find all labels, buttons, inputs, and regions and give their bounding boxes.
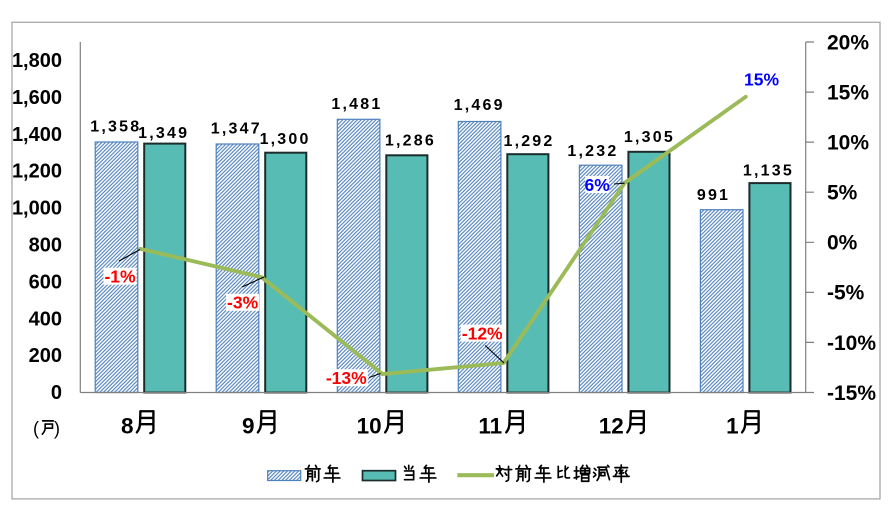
svg-text:0: 0: [51, 382, 62, 404]
svg-text:1,305: 1,305: [624, 129, 675, 146]
svg-text:1,800: 1,800: [12, 50, 62, 72]
svg-text:1,600: 1,600: [12, 87, 62, 109]
svg-text:800: 800: [29, 235, 62, 257]
svg-text:1,349: 1,349: [138, 125, 189, 142]
svg-text:1,347: 1,347: [211, 121, 262, 138]
svg-text:1,232: 1,232: [567, 143, 618, 160]
svg-text:-15%: -15%: [827, 382, 876, 405]
svg-text:5%: 5%: [827, 182, 858, 205]
svg-text:): ): [54, 419, 60, 439]
svg-text:1,286: 1,286: [385, 132, 436, 149]
svg-text:1,135: 1,135: [743, 163, 794, 180]
svg-text:1: 1: [726, 414, 739, 439]
svg-text:1,000: 1,000: [12, 198, 62, 220]
svg-text:10%: 10%: [827, 132, 869, 155]
svg-text:20%: 20%: [827, 31, 869, 54]
svg-text:-3%: -3%: [227, 293, 259, 313]
svg-text:0%: 0%: [827, 232, 858, 255]
svg-text:1,292: 1,292: [503, 133, 554, 150]
svg-text:-10%: -10%: [827, 332, 876, 355]
svg-text:1,469: 1,469: [454, 97, 505, 114]
svg-text:200: 200: [29, 345, 62, 367]
svg-text:9: 9: [242, 414, 255, 439]
svg-text:10: 10: [357, 414, 382, 439]
svg-text:(: (: [33, 419, 39, 439]
svg-text:1,200: 1,200: [12, 161, 62, 183]
svg-text:1,400: 1,400: [12, 124, 62, 146]
svg-text:8: 8: [121, 414, 134, 439]
svg-text:-5%: -5%: [827, 282, 865, 305]
svg-text:600: 600: [29, 271, 62, 293]
svg-text:6%: 6%: [585, 175, 611, 195]
svg-text:1,300: 1,300: [260, 131, 311, 148]
svg-text:1,481: 1,481: [331, 96, 382, 113]
svg-text:15%: 15%: [744, 70, 779, 90]
svg-text:400: 400: [29, 308, 62, 330]
svg-text:-13%: -13%: [326, 368, 367, 388]
svg-text:11: 11: [478, 414, 502, 439]
svg-text:1,358: 1,358: [90, 118, 141, 135]
svg-text:-1%: -1%: [104, 267, 136, 287]
svg-text:991: 991: [697, 187, 730, 204]
svg-text:12: 12: [599, 414, 624, 439]
svg-text:-12%: -12%: [462, 323, 503, 343]
svg-text:15%: 15%: [827, 81, 869, 104]
